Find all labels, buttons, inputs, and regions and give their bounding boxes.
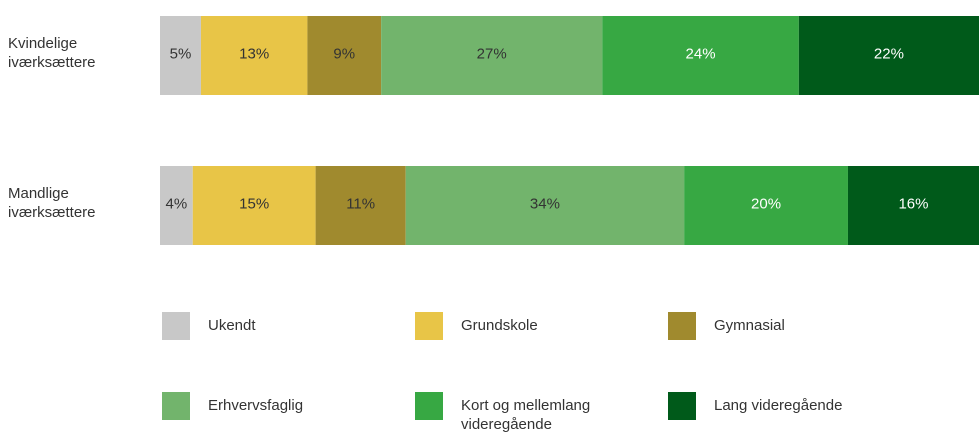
legend-swatch xyxy=(415,392,443,420)
value-label: 24% xyxy=(686,45,716,62)
bar-segment xyxy=(381,16,603,95)
category-label: Mandlige iværksættere xyxy=(8,185,96,221)
bar-segment xyxy=(315,166,406,245)
value-label: 27% xyxy=(477,45,507,62)
bar-segment xyxy=(684,166,848,245)
value-label: 5% xyxy=(170,45,192,62)
category-label: Kvindelige iværksættere xyxy=(8,35,96,71)
legend-swatch xyxy=(668,312,696,340)
value-label: 22% xyxy=(874,45,904,62)
value-label: 15% xyxy=(239,195,269,212)
bar-segment xyxy=(160,16,201,95)
value-label: 9% xyxy=(333,45,355,62)
legend-label: Lang videregående xyxy=(714,397,843,414)
legend-label: Ukendt xyxy=(208,317,256,334)
bar-segment xyxy=(192,166,316,245)
bar-segment xyxy=(160,166,193,245)
legend-label: Kort og mellemlang videregående xyxy=(461,397,591,433)
legend-swatch xyxy=(668,392,696,420)
bar-segment xyxy=(307,16,382,95)
bar-segment xyxy=(602,16,799,95)
bar-segment xyxy=(847,166,979,245)
legend-label: Erhvervsfaglig xyxy=(208,397,304,414)
legend-swatch xyxy=(415,312,443,340)
bar-segment xyxy=(798,16,979,95)
value-label: 13% xyxy=(239,45,269,62)
legend-swatch xyxy=(162,392,190,420)
legend-label: Gymnasial xyxy=(714,317,785,334)
value-label: 11% xyxy=(346,195,375,212)
bar-segment xyxy=(200,16,308,95)
legend-label: Grundskole xyxy=(461,317,538,334)
value-label: 20% xyxy=(751,195,781,212)
value-label: 4% xyxy=(166,195,188,212)
value-label: 34% xyxy=(530,195,560,212)
bar-segment xyxy=(405,166,685,245)
value-label: 16% xyxy=(898,195,928,212)
legend-swatch xyxy=(162,312,190,340)
